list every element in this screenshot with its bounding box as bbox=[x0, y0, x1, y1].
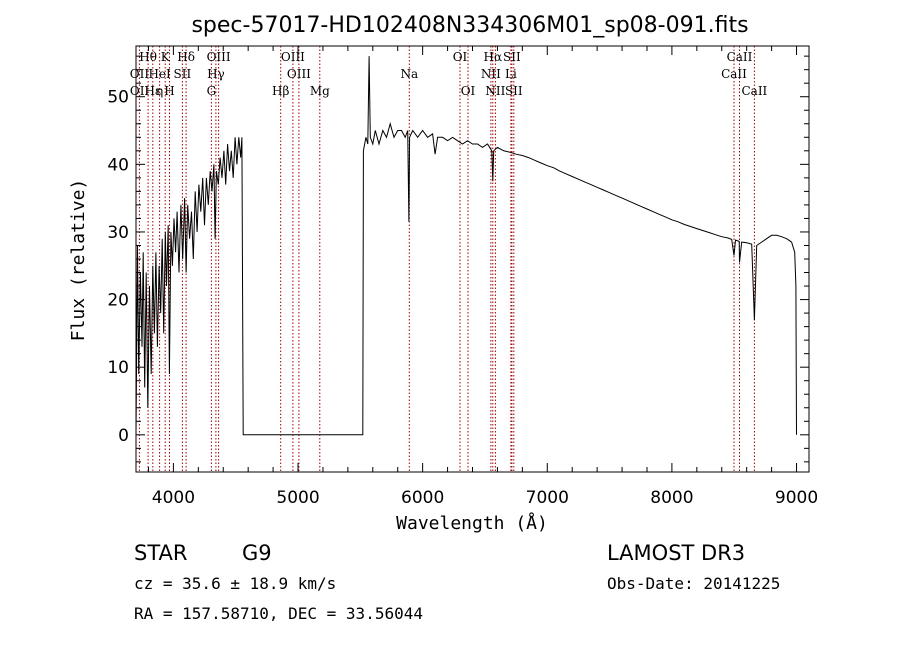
line-label-11: Hγ bbox=[207, 67, 225, 81]
line-label-21: NII bbox=[481, 67, 501, 81]
plot-frame bbox=[135, 45, 810, 473]
y-tick-label-0: 0 bbox=[118, 426, 129, 446]
line-label-24: Li bbox=[505, 67, 517, 81]
x-tick-label-1: 5000 bbox=[276, 488, 319, 508]
x-tick-label-3: 7000 bbox=[526, 488, 569, 508]
line-label-4: HeI bbox=[148, 67, 171, 81]
line-label-7: H bbox=[164, 84, 174, 98]
y-axis-label: Flux (relative) bbox=[68, 179, 89, 342]
line-label-17: Na bbox=[400, 67, 418, 81]
line-label-5: K bbox=[161, 50, 171, 64]
observation-date: Obs-Date: 20141225 bbox=[607, 574, 780, 593]
line-label-6: η bbox=[156, 84, 163, 98]
y-tick-label-5: 50 bbox=[107, 88, 129, 108]
y-tick-label-3: 30 bbox=[107, 223, 129, 243]
line-label-3: Hε bbox=[144, 84, 161, 98]
spectrum-series bbox=[135, 56, 797, 436]
x-tick-label-2: 6000 bbox=[401, 488, 444, 508]
line-label-19: OI bbox=[461, 84, 476, 98]
line-label-10: OIII bbox=[207, 50, 231, 64]
line-label-27: CaII bbox=[721, 67, 747, 81]
line-label-8: SII bbox=[174, 67, 192, 81]
line-label-22: NII bbox=[485, 84, 505, 98]
x-tick-labels: 4000 5000 6000 7000 8000 9000 bbox=[152, 488, 818, 508]
line-label-13: OIII bbox=[281, 50, 305, 64]
x-axis-label: Wavelength (Å) bbox=[396, 512, 548, 534]
redshift-velocity: cz = 35.6 ± 18.9 km/s bbox=[134, 574, 336, 593]
axis-ticks bbox=[136, 46, 809, 472]
survey-name: LAMOST DR3 bbox=[607, 541, 745, 565]
x-tick-label-0: 4000 bbox=[152, 488, 195, 508]
line-label-28: CaII bbox=[741, 84, 767, 98]
line-label-0: Hθ bbox=[139, 50, 157, 64]
x-tick-label-5: 9000 bbox=[775, 488, 818, 508]
y-tick-labels: 0 10 20 30 40 50 bbox=[107, 88, 129, 446]
chart-title: spec-57017-HD102408N334306M01_sp08-091.f… bbox=[191, 13, 748, 38]
line-label-20: Hα bbox=[484, 50, 503, 64]
line-label-16: Mg bbox=[310, 84, 330, 98]
line-label-9: Hδ bbox=[177, 50, 195, 64]
line-label-18: OI bbox=[453, 50, 468, 64]
line-label-1: OII bbox=[130, 67, 150, 81]
line-label-14: OIII bbox=[287, 67, 311, 81]
sky-coordinates: RA = 157.58710, DEC = 33.56044 bbox=[134, 604, 423, 623]
y-tick-label-1: 10 bbox=[107, 358, 129, 378]
y-tick-label-4: 40 bbox=[107, 155, 129, 175]
line-label-2: OII bbox=[130, 84, 150, 98]
line-label-23: SII bbox=[503, 50, 521, 64]
y-tick-label-2: 20 bbox=[107, 291, 129, 311]
x-tick-label-4: 8000 bbox=[650, 488, 693, 508]
line-label-15: Hβ bbox=[272, 84, 289, 98]
line-label-25: SII bbox=[505, 84, 523, 98]
object-class: STAR bbox=[134, 541, 187, 565]
line-label-12: G bbox=[207, 84, 217, 98]
line-label-26: CaII bbox=[727, 50, 753, 64]
object-subclass: G9 bbox=[242, 541, 272, 565]
spectrum-line-0 bbox=[135, 56, 797, 436]
spectral-line-markers bbox=[138, 46, 755, 472]
